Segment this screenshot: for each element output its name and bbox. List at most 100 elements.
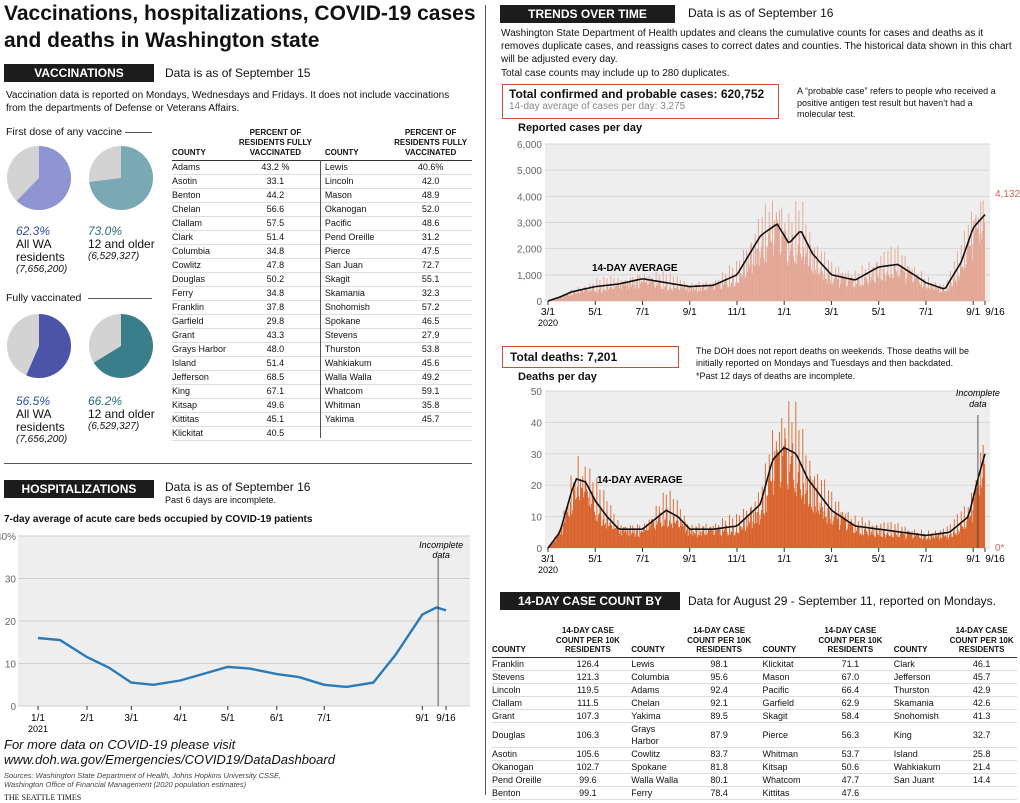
case-count: 66.4 (815, 683, 886, 697)
county-name: Thurston (316, 342, 390, 357)
daily-bar (599, 489, 601, 548)
case-count: 106.3 (552, 722, 624, 748)
daily-bar (951, 286, 953, 301)
daily-bar (909, 532, 911, 548)
daily-bar (901, 255, 903, 301)
case-count: 89.5 (683, 709, 755, 723)
daily-bar (576, 293, 577, 301)
daily-bar (838, 501, 840, 548)
daily-bar (913, 281, 915, 301)
daily-bar (683, 288, 684, 301)
y-tick-label: 40 (531, 418, 543, 429)
daily-bar (648, 519, 650, 548)
daily-bar (686, 288, 687, 301)
county-name: Spokane (623, 760, 684, 774)
daily-bar (840, 273, 842, 301)
daily-bar (892, 278, 893, 301)
daily-bar (576, 291, 578, 301)
daily-bar (647, 529, 649, 548)
daily-bar (605, 523, 606, 548)
x-tick-label: 11/1 (728, 307, 747, 318)
daily-bar (875, 537, 876, 548)
daily-bar (742, 274, 744, 301)
daily-bar (873, 267, 875, 301)
county-name: San Juan (316, 258, 390, 273)
daily-bar (936, 537, 938, 548)
daily-bar (619, 533, 620, 548)
daily-bar (855, 285, 857, 301)
daily-bar (897, 245, 899, 301)
daily-bar (933, 537, 935, 548)
table-row: Garfield 29.8 Spokane 46.5 (172, 314, 472, 329)
daily-bar (813, 274, 815, 301)
daily-bar (843, 276, 844, 301)
daily-bar (602, 519, 604, 548)
daily-bar (702, 283, 704, 301)
daily-bar (817, 474, 819, 548)
daily-bar (785, 438, 787, 548)
daily-bar (593, 496, 595, 548)
daily-bar (761, 486, 763, 548)
avg-line (547, 446, 986, 549)
daily-bar (979, 485, 981, 548)
table-row: Benton 44.2 Mason 48.9 (172, 188, 472, 203)
daily-bar (889, 536, 890, 548)
daily-bar (832, 284, 833, 301)
vaccination-pct: 31.2 (389, 230, 472, 245)
daily-bar (790, 244, 792, 301)
daily-bar (671, 522, 673, 548)
daily-bar (959, 531, 961, 548)
daily-bar (732, 518, 734, 548)
daily-bar (889, 536, 891, 548)
case-count: 99.1 (552, 786, 624, 800)
daily-bar (981, 231, 983, 301)
table-row: Klickitat 40.5 (172, 426, 472, 441)
daily-bar (704, 290, 706, 301)
daily-bar (859, 286, 861, 301)
daily-bar (699, 535, 701, 548)
daily-bar (842, 272, 844, 301)
daily-bar (614, 528, 616, 548)
daily-bar (638, 288, 640, 301)
daily-bar (745, 529, 747, 548)
daily-bar (569, 516, 570, 548)
county-name: Stevens (316, 328, 390, 343)
county-name: Grant (172, 328, 235, 343)
daily-bar (609, 286, 611, 301)
daily-bar (750, 507, 751, 548)
table-row: Clallam 57.5 Pacific 48.6 (172, 216, 472, 231)
daily-bar (777, 222, 779, 301)
daily-bar (932, 535, 934, 548)
daily-bar (896, 272, 897, 301)
hosp-chart-title: 7-day average of acute care beds occupie… (4, 514, 313, 525)
daily-bar (787, 265, 789, 301)
daily-bar (837, 279, 839, 301)
daily-bar (877, 276, 879, 301)
daily-bar (919, 538, 921, 548)
case-count: 78.4 (683, 786, 755, 800)
case-count: 119.5 (552, 683, 624, 697)
county-name: Stevens (492, 670, 553, 684)
daily-bar (955, 279, 957, 301)
daily-bar (625, 280, 627, 301)
daily-bar (580, 289, 581, 301)
daily-bar (750, 242, 752, 301)
daily-bar (965, 264, 967, 301)
daily-bar (853, 286, 854, 301)
daily-bar (701, 287, 703, 301)
daily-bar (615, 528, 616, 548)
daily-bar (744, 278, 746, 301)
daily-bar (626, 529, 628, 548)
daily-bar (846, 529, 848, 548)
daily-bar (843, 516, 844, 548)
daily-bar (811, 269, 812, 301)
daily-bar (758, 266, 760, 301)
dashboard-link[interactable]: www.doh.wa.gov/Emergencies/COVID19/DataD… (4, 752, 335, 767)
daily-bar (729, 535, 731, 548)
daily-bar (734, 535, 736, 548)
daily-bar (882, 536, 883, 548)
daily-bar (587, 289, 588, 301)
daily-bar (750, 244, 751, 301)
daily-bar (944, 536, 946, 548)
daily-bar (552, 543, 554, 548)
